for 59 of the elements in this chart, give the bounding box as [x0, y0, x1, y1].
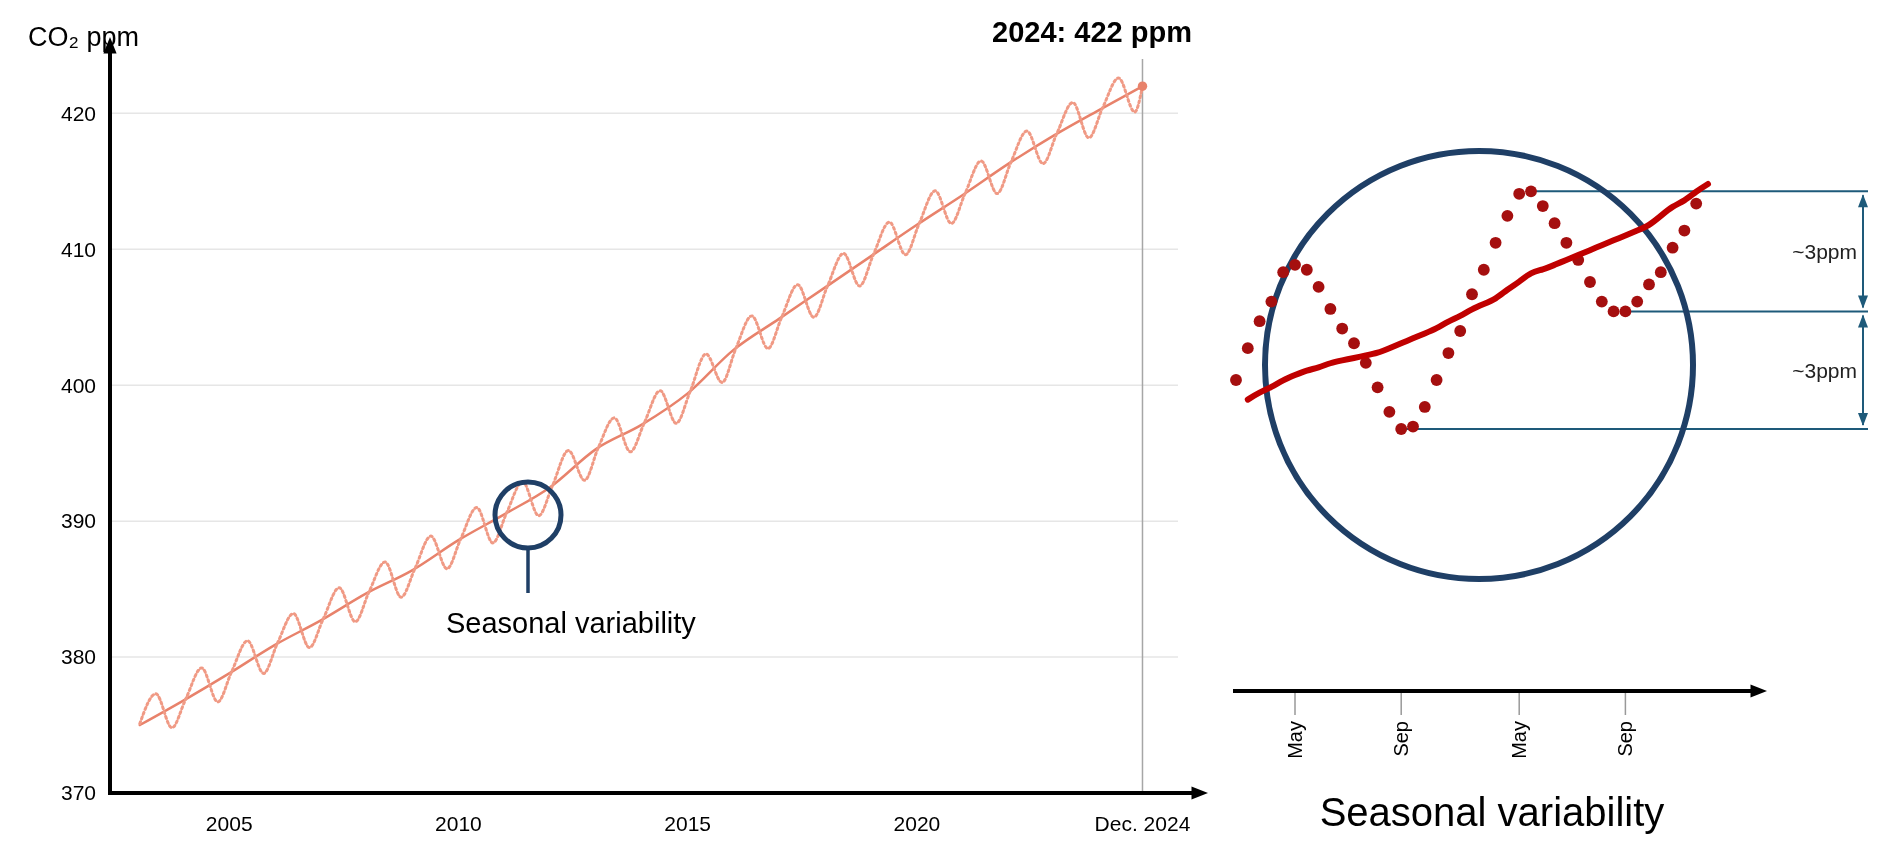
text: ~3ppm [1792, 239, 1857, 263]
point [1548, 217, 1561, 230]
annotation: Seasonal variability [446, 607, 697, 639]
y-tick-label: 380 [60, 645, 96, 669]
point [1312, 280, 1325, 293]
point [1619, 305, 1632, 318]
text: ~3ppm [1792, 358, 1857, 382]
point [1300, 263, 1313, 276]
y-axis-title: CO₂ ppm [28, 22, 140, 52]
point [1643, 278, 1655, 291]
point [1607, 305, 1620, 318]
chart-title: 2024: 422 ppm [992, 16, 1192, 48]
point [1513, 187, 1526, 200]
point [1666, 241, 1679, 254]
point [1466, 288, 1478, 301]
point [1584, 276, 1596, 288]
y-tick-label: 420 [60, 101, 96, 125]
point [1525, 185, 1537, 198]
point [1407, 420, 1419, 433]
x-tick-label: May [1284, 721, 1306, 759]
point [1678, 224, 1691, 237]
point [1253, 315, 1266, 328]
point [1489, 236, 1502, 249]
x-axis-title: Seasonal variability [1319, 790, 1665, 834]
y-tick-label: 370 [60, 781, 96, 805]
x-tick-label: 2010 [435, 812, 482, 835]
x-tick-label: 2015 [664, 812, 712, 835]
point [1430, 374, 1443, 386]
point [1631, 295, 1644, 308]
point [1418, 401, 1431, 413]
point [1477, 263, 1490, 276]
x-tick-label: 2020 [893, 812, 941, 835]
y-tick-label: 400 [60, 373, 96, 397]
point [1348, 337, 1360, 350]
point [1454, 325, 1467, 337]
point [1395, 423, 1408, 435]
point [1501, 209, 1514, 222]
x-tick-label: 2005 [205, 812, 253, 835]
point [1336, 322, 1349, 335]
point [1654, 266, 1667, 279]
point [1241, 342, 1254, 355]
y-tick-label: 410 [60, 237, 96, 261]
point [1442, 347, 1455, 359]
x-tick-label: Dec. 2024 [1094, 812, 1191, 835]
x-tick-label: Sep [1614, 721, 1637, 757]
point [1289, 258, 1301, 271]
point [1265, 295, 1278, 308]
point [1383, 405, 1396, 418]
y-tick-label: 390 [60, 509, 96, 533]
x-tick-label: May [1508, 721, 1531, 759]
point [1277, 266, 1290, 279]
point [1324, 303, 1337, 315]
x-tick-label: Sep [1390, 721, 1413, 757]
point [1536, 200, 1549, 212]
point [1371, 381, 1384, 394]
point [1690, 197, 1703, 210]
point [1595, 295, 1608, 308]
point [1230, 374, 1242, 386]
point [1560, 236, 1573, 249]
